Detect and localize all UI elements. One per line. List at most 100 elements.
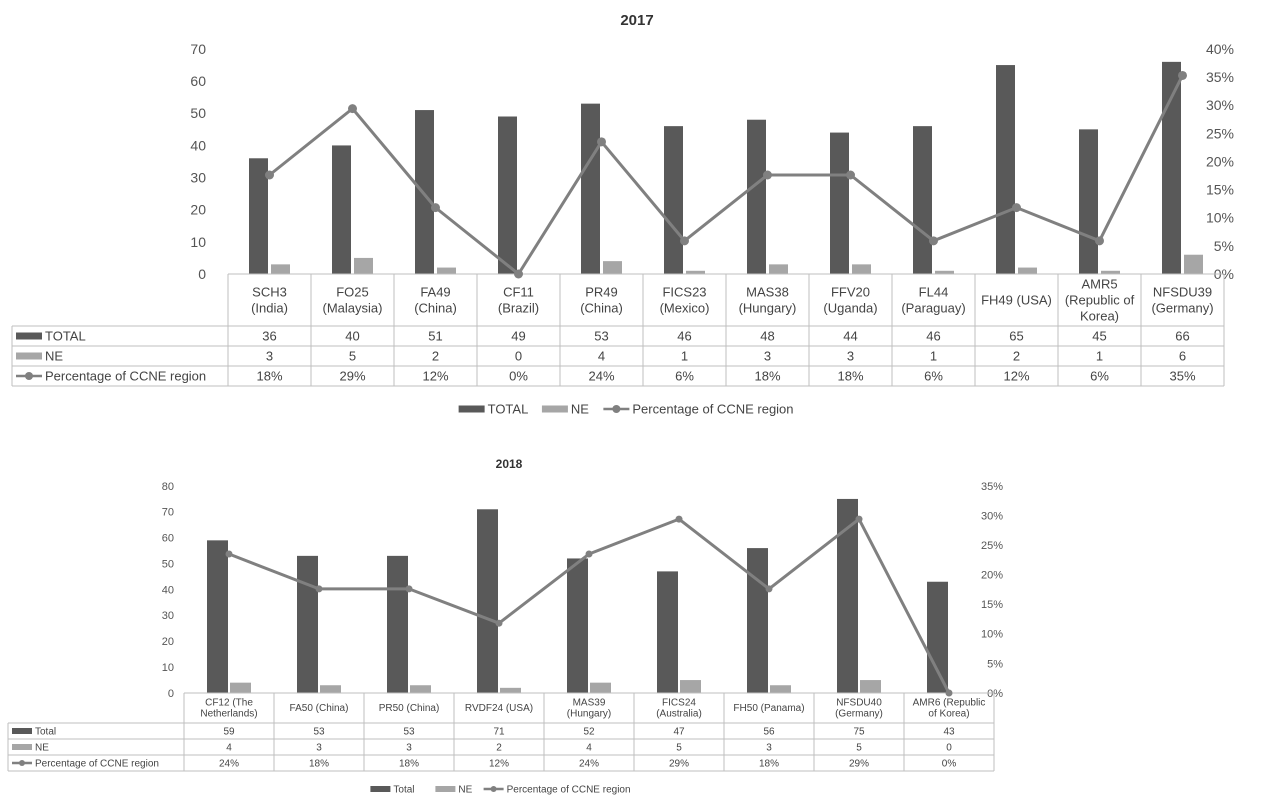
legend-swatch-total	[370, 786, 391, 792]
y2-tick-label: 15%	[981, 599, 1003, 611]
x-tick-label: FA49	[420, 284, 450, 299]
bar-total	[996, 65, 1015, 274]
table-cell: 18%	[399, 759, 419, 770]
table-cell: 3	[266, 349, 273, 364]
bar-total	[387, 555, 408, 693]
table-cell: 46	[677, 329, 691, 344]
x-tick-label: of Korea)	[928, 709, 969, 720]
table-cell: 45	[1092, 329, 1106, 344]
y2-tick-label: 25%	[981, 540, 1003, 552]
y2-tick-label: 20%	[1206, 153, 1234, 169]
table-cell: 4	[586, 743, 592, 754]
table-cell: 6%	[1090, 369, 1109, 384]
table-cell: 3	[847, 349, 854, 364]
y-tick-label: 70	[190, 41, 206, 57]
x-tick-label: (Hungary)	[739, 300, 797, 315]
table-cell: 49	[511, 329, 525, 344]
line-point	[680, 236, 689, 246]
legend-swatch-ne	[12, 744, 32, 750]
line-point	[846, 170, 855, 180]
y2-tick-label: 20%	[981, 570, 1003, 582]
x-tick-label: AMR6 (Republic	[913, 698, 986, 709]
x-tick-label: PR49	[585, 284, 618, 299]
y-tick-label: 50	[162, 558, 174, 570]
line-point	[405, 585, 413, 593]
legend-label: Percentage of CCNE region	[632, 402, 793, 417]
table-cell: 5	[676, 743, 682, 754]
table-cell: 18%	[754, 369, 780, 384]
table-cell: 6%	[924, 369, 943, 384]
x-tick-label: CF11	[503, 284, 534, 299]
bar-total	[297, 555, 318, 693]
legend-swatch-marker	[19, 760, 25, 766]
x-tick-label: (Mexico)	[660, 300, 710, 315]
line-point	[315, 585, 323, 593]
legend-label: Total	[393, 785, 414, 796]
bar-total	[657, 571, 678, 693]
x-tick-label: (Australia)	[656, 709, 702, 720]
table-row-label: Percentage of CCNE region	[35, 759, 159, 770]
bar-ne	[1184, 254, 1203, 274]
y2-tick-label: 30%	[981, 510, 1003, 522]
bar-ne	[410, 685, 431, 693]
table-cell: 1	[1096, 349, 1103, 364]
table-cell: 2	[432, 349, 439, 364]
y-tick-label: 0	[168, 688, 174, 700]
bar-ne	[860, 680, 881, 693]
table-cell: 47	[673, 727, 685, 738]
bar-ne	[686, 270, 705, 274]
legend-swatch-marker	[612, 405, 621, 413]
chart-2018: 2018 010203040506070800%5%10%15%20%25%30…	[7, 457, 1003, 796]
x-tick-label: NFSDU39	[1153, 284, 1212, 299]
table-cell: 40	[345, 329, 359, 344]
bar-ne	[271, 264, 290, 274]
legend-swatch-total	[12, 728, 32, 734]
x-tick-label: CF12 (The	[205, 698, 253, 709]
bar-ne	[1018, 267, 1037, 274]
legend-label: Percentage of CCNE region	[507, 785, 631, 796]
line-point	[765, 585, 773, 593]
table-cell: 65	[1009, 329, 1023, 344]
y2-tick-label: 0%	[987, 688, 1003, 700]
y-tick-label: 40	[162, 584, 174, 596]
line-point	[431, 203, 440, 213]
bar-total	[837, 498, 858, 693]
x-tick-label: FL44	[919, 284, 949, 299]
table-cell: 71	[493, 727, 505, 738]
bar-ne	[320, 685, 341, 693]
table-cell: 4	[226, 743, 232, 754]
bar-total	[1079, 129, 1098, 274]
table-row-label: Percentage of CCNE region	[45, 369, 206, 384]
table-cell: 2	[1013, 349, 1020, 364]
table-cell: 52	[583, 727, 595, 738]
y-tick-label: 10	[190, 234, 206, 250]
x-tick-label: (Paraguay)	[901, 300, 965, 315]
table-cell: 6	[1179, 349, 1186, 364]
bar-total	[747, 119, 766, 274]
legend-label: NE	[458, 785, 472, 796]
table-cell: 1	[681, 349, 688, 364]
x-tick-label: (China)	[414, 300, 457, 315]
table-cell: 24%	[579, 759, 599, 770]
table-cell: 44	[843, 329, 857, 344]
x-tick-label: FO25	[336, 284, 369, 299]
table-cell: 29%	[669, 759, 689, 770]
bar-total	[664, 126, 683, 275]
x-tick-label: RVDF24 (USA)	[465, 703, 533, 714]
table-cell: 18%	[256, 369, 282, 384]
y2-tick-label: 35%	[1206, 69, 1234, 85]
x-tick-label: (Malaysia)	[323, 300, 383, 315]
x-tick-label: FFV20	[831, 284, 870, 299]
legend: Total NE Percentage of CCNE region	[370, 785, 631, 796]
x-tick-label: MAS38	[746, 284, 789, 299]
x-tick-label: PR50 (China)	[379, 703, 440, 714]
x-tick-label: (Uganda)	[823, 300, 877, 315]
line-point	[1095, 236, 1104, 246]
legend-swatch-marker	[490, 786, 497, 792]
x-tick-label: (India)	[251, 300, 288, 315]
table-row-label: NE	[45, 349, 63, 364]
y-tick-label: 30	[162, 610, 174, 622]
table-cell: 36	[262, 329, 276, 344]
line-point	[225, 550, 233, 558]
